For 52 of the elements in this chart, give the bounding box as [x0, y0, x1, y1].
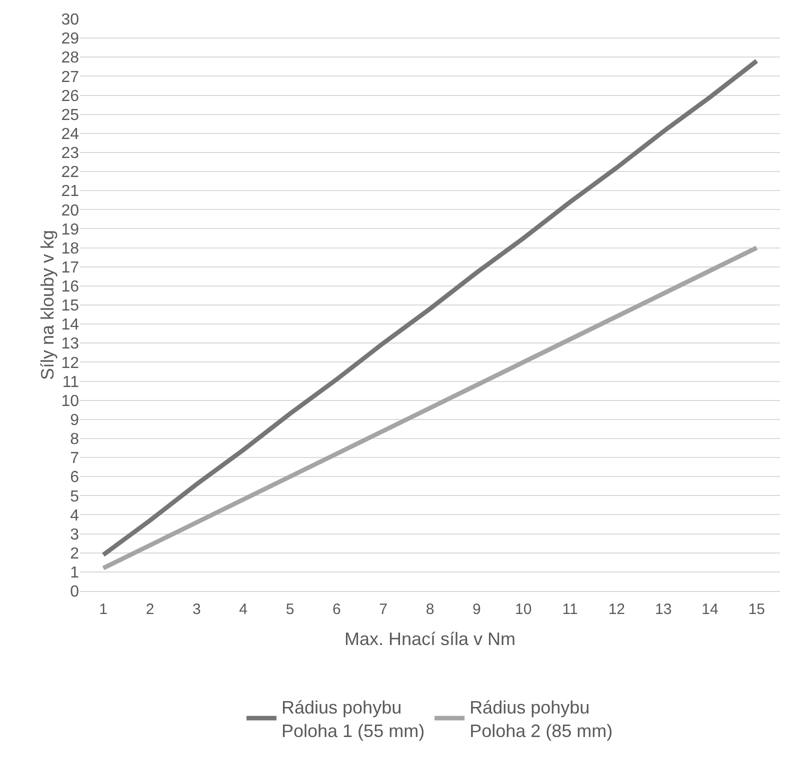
y-tick-label: 26: [61, 88, 80, 105]
y-tick-label: 12: [61, 354, 80, 372]
y-tick-label: 0: [70, 584, 80, 601]
y-tick-label: 20: [61, 202, 80, 220]
x-tick-label: 1: [99, 601, 108, 618]
x-tick-label: 11: [562, 601, 578, 618]
y-tick-label: 1: [70, 564, 80, 582]
x-tick-label: 10: [514, 601, 532, 618]
y-tick-label: 7: [70, 450, 80, 468]
y-tick-label: 22: [61, 164, 80, 182]
y-tick-label: 28: [61, 50, 80, 67]
y-tick-label: 16: [61, 278, 80, 296]
x-tick-label: 13: [654, 601, 672, 618]
y-tick-label: 11: [62, 374, 80, 391]
y-tick-label: 14: [61, 316, 80, 334]
x-tick-label: 2: [146, 601, 154, 618]
x-tick-label: 14: [702, 601, 718, 618]
x-tick-label: 5: [286, 601, 294, 618]
x-tick-label: 15: [748, 601, 766, 618]
y-tick-label: 10: [61, 392, 80, 410]
y-tick-label: 15: [61, 298, 80, 315]
y-tick-label: 30: [61, 12, 80, 29]
legend-label: Rádius pohybu Poloha 1 (55 mm): [282, 697, 425, 741]
x-axis-title: Max. Hnací síla v Nm: [344, 629, 516, 650]
y-tick-label: 19: [61, 221, 80, 238]
x-tick-label: 9: [472, 601, 481, 618]
y-tick-label: 29: [61, 30, 80, 48]
line-series: [101, 58, 759, 558]
y-tick-label: 8: [70, 431, 80, 448]
y-tick-label: 25: [61, 106, 80, 124]
y-tick-label: 24: [61, 126, 80, 143]
y-axis-title: Síly na klouby v kg: [37, 230, 58, 380]
y-tick-label: 13: [61, 336, 80, 353]
x-tick-label: 12: [608, 601, 626, 618]
y-tick-label: 5: [70, 488, 80, 506]
y-tick-label: 3: [70, 526, 80, 544]
y-tick-label: 21: [61, 183, 80, 200]
x-tick-label: 7: [379, 601, 388, 618]
x-tick-label: 8: [426, 601, 434, 618]
y-tick-label: 18: [61, 240, 80, 258]
x-tick-label: 3: [192, 601, 201, 618]
y-tick-label: 9: [70, 412, 80, 429]
legend-label: Rádius pohybu Poloha 2 (85 mm): [470, 697, 613, 741]
y-tick-label: 27: [61, 68, 80, 86]
y-tick-label: 23: [61, 145, 80, 162]
y-tick-label: 17: [61, 259, 80, 276]
y-tick-label: 4: [70, 507, 80, 524]
y-tick-label: 6: [70, 469, 80, 486]
x-tick-label: 6: [332, 601, 341, 618]
x-tick-label: 4: [239, 601, 248, 618]
y-tick-label: 2: [70, 545, 80, 562]
line-series: [101, 246, 759, 570]
